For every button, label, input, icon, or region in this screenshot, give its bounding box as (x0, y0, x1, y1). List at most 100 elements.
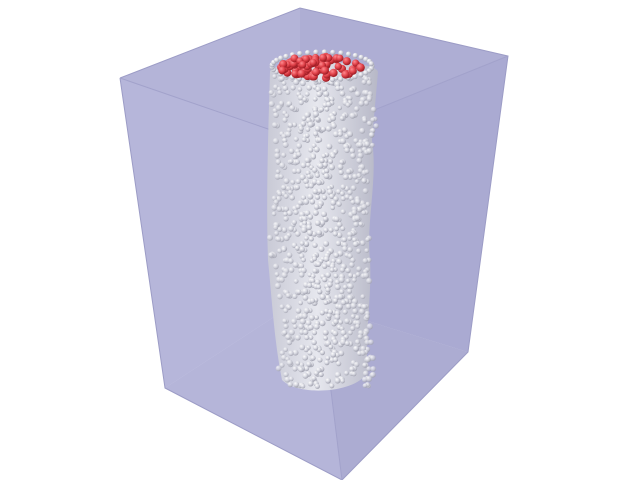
gray-particle (339, 90, 346, 97)
gray-particle (311, 339, 317, 346)
gray-particle (358, 72, 364, 78)
gray-particle (313, 49, 319, 55)
gray-particle (323, 300, 329, 306)
gray-particle (309, 298, 316, 304)
gray-particle (347, 189, 353, 196)
gray-particle (292, 293, 298, 300)
gray-particle (272, 74, 277, 79)
gray-particle (295, 178, 301, 185)
gray-particle (306, 84, 313, 91)
gray-particle (338, 350, 345, 357)
gray-particle (350, 199, 356, 205)
gray-particle (364, 313, 370, 320)
gray-particle (283, 235, 290, 242)
gray-particle (325, 272, 331, 278)
gray-particle (354, 198, 361, 205)
gray-particle (306, 282, 313, 289)
gray-particle (303, 307, 310, 314)
gray-particle (283, 53, 289, 59)
gray-particle (347, 236, 353, 241)
gray-particle (311, 375, 317, 382)
gray-particle (325, 377, 331, 384)
gray-particle (302, 220, 308, 226)
gray-particle (284, 113, 290, 118)
gray-particle (334, 377, 341, 384)
gray-particle (302, 354, 309, 361)
gray-particle (302, 97, 307, 102)
gray-particle (370, 128, 376, 133)
gray-particle (361, 376, 368, 383)
gray-particle (325, 340, 332, 347)
gray-particle (296, 151, 302, 158)
gray-particle (268, 100, 275, 108)
gray-particle (302, 294, 309, 301)
gray-particle (332, 357, 339, 363)
gray-particle (358, 100, 365, 107)
red-particle (334, 62, 342, 71)
gray-particle (317, 137, 323, 143)
gray-particle (303, 241, 310, 247)
gray-particle (286, 210, 293, 217)
gray-particle (299, 246, 305, 253)
gray-particle (345, 267, 351, 274)
gray-particle (357, 142, 363, 148)
gray-particle (314, 315, 319, 320)
gray-particle (330, 199, 337, 206)
gray-particle (344, 340, 350, 346)
gray-particle (356, 157, 363, 164)
gray-particle (273, 199, 279, 205)
gray-particle (361, 203, 367, 210)
gray-particle (300, 267, 307, 274)
gray-particle (337, 164, 344, 170)
gray-particle (318, 372, 324, 378)
gray-particle (286, 339, 293, 346)
gray-particle (300, 162, 307, 169)
gray-particle (298, 263, 305, 269)
gray-particle (279, 304, 285, 310)
gray-particle (348, 195, 354, 201)
gray-particle (347, 247, 353, 253)
gray-particle (288, 159, 294, 164)
gray-particle (274, 282, 281, 289)
gray-particle (339, 138, 346, 145)
gray-particle (297, 86, 303, 92)
gray-particle (323, 216, 329, 222)
gray-particle (354, 215, 361, 222)
gray-particle (369, 371, 376, 378)
gray-particle (319, 107, 325, 112)
gray-particle (330, 351, 337, 358)
gray-particle (276, 293, 283, 300)
gray-particle (298, 367, 304, 373)
gray-particle (359, 350, 366, 356)
gray-particle (289, 194, 295, 201)
gray-particle (345, 102, 351, 108)
gray-particle (345, 303, 352, 310)
gray-particle (314, 220, 321, 226)
gray-particle (329, 267, 335, 273)
gray-particle (319, 293, 326, 301)
gray-particle (302, 288, 309, 295)
gray-particle (356, 266, 362, 272)
gray-particle (334, 226, 340, 232)
gray-particle (361, 79, 367, 85)
gray-particle (334, 283, 341, 291)
gray-particle (340, 209, 346, 215)
gray-particle (349, 262, 355, 268)
gray-particle (320, 126, 327, 132)
gray-particle (297, 200, 303, 206)
gray-particle (275, 236, 282, 242)
gray-particle (336, 258, 343, 265)
gray-particle (298, 323, 304, 330)
gray-particle (353, 106, 360, 112)
gray-particle (366, 120, 373, 127)
gray-particle (282, 85, 289, 92)
gray-particle (339, 85, 345, 91)
gray-particle (334, 279, 340, 285)
gray-particle (316, 261, 322, 267)
gray-particle (333, 252, 340, 259)
gray-particle (300, 195, 307, 201)
gray-particle (281, 272, 288, 279)
gray-particle (285, 293, 291, 299)
gray-particle (351, 209, 358, 216)
gray-particle (268, 252, 274, 258)
